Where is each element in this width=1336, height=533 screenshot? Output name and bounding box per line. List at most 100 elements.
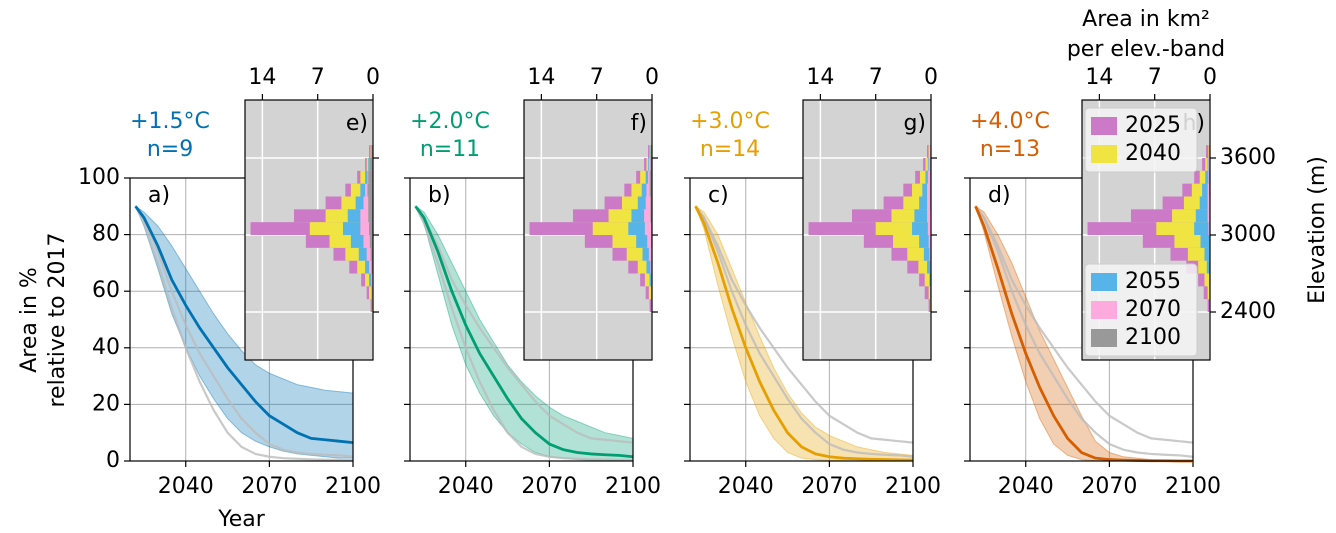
legend-label: 2100 bbox=[1125, 325, 1181, 350]
y-tick-label: 20 bbox=[92, 391, 120, 416]
elevation-bar bbox=[650, 158, 652, 171]
x-tick-label: 2040 bbox=[718, 474, 774, 499]
inset-panel-label: e) bbox=[346, 111, 368, 136]
inset-frame bbox=[523, 99, 653, 361]
elevation-bar bbox=[368, 196, 373, 210]
y-axis-label: relative to 2017 bbox=[45, 232, 70, 407]
elevation-bar bbox=[371, 260, 373, 274]
x-tick-label: 2100 bbox=[885, 474, 941, 499]
comparison-line bbox=[694, 205, 914, 444]
y-axis-label: Area in % bbox=[17, 267, 42, 373]
inset-x-tick-label: 7 bbox=[1148, 65, 1162, 90]
elevation-bar bbox=[1199, 196, 1210, 210]
median-line bbox=[694, 205, 914, 462]
elevation-bar bbox=[927, 222, 931, 236]
elevation-bar bbox=[1198, 273, 1210, 287]
elevation-bar bbox=[1206, 145, 1210, 159]
elevation-bar bbox=[927, 170, 931, 184]
elevation-bar bbox=[1204, 247, 1210, 261]
legend-label: 2055 bbox=[1125, 269, 1181, 294]
inset-x-tick-label: 0 bbox=[924, 65, 938, 90]
elevation-bar bbox=[646, 183, 652, 197]
comparison-line bbox=[694, 205, 914, 458]
elevation-bar bbox=[1198, 260, 1210, 274]
comparison-line bbox=[134, 205, 354, 462]
elevation-bar bbox=[929, 273, 931, 287]
elevation-bar bbox=[928, 145, 931, 159]
elevation-bar bbox=[924, 273, 931, 287]
elevation-bar bbox=[914, 209, 931, 223]
y-tick-label: 0 bbox=[106, 448, 120, 473]
comparison-line bbox=[414, 205, 634, 444]
y-tick-label: 40 bbox=[92, 335, 120, 360]
elevation-bar bbox=[648, 286, 652, 300]
elevation-bar bbox=[1195, 209, 1210, 223]
panel-title: +2.0°C bbox=[410, 109, 490, 134]
x-tick-label: 2100 bbox=[325, 474, 381, 499]
elevation-bar bbox=[923, 247, 931, 261]
elevation-bar bbox=[366, 247, 373, 261]
legend-label: 2070 bbox=[1125, 297, 1181, 322]
elevation-bar bbox=[650, 145, 652, 159]
elevation-bar bbox=[1207, 196, 1210, 210]
elevation-bar bbox=[649, 170, 652, 184]
elevation-bar bbox=[927, 209, 931, 223]
y-tick-label: 100 bbox=[78, 165, 120, 190]
x-tick-label: 2040 bbox=[998, 474, 1054, 499]
elevation-bar bbox=[927, 183, 931, 197]
elevation-bar bbox=[928, 235, 931, 248]
inset-x-tick-label: 0 bbox=[645, 65, 659, 90]
inset-x-tick-label: 0 bbox=[366, 65, 380, 90]
y-tick-label: 60 bbox=[92, 278, 120, 303]
elevation-bar bbox=[929, 247, 931, 261]
elevation-bar bbox=[922, 183, 931, 197]
elevation-bar bbox=[919, 196, 931, 210]
inset-x-tick-label: 7 bbox=[311, 65, 325, 90]
panel-subtitle: n=13 bbox=[980, 137, 1040, 162]
elevation-bar bbox=[363, 235, 373, 248]
panel-subtitle: n=11 bbox=[420, 137, 480, 162]
comparison-line bbox=[134, 205, 354, 458]
elevation-bar bbox=[370, 247, 373, 261]
legend-swatch bbox=[1091, 301, 1117, 319]
panel-title: +4.0°C bbox=[970, 109, 1050, 134]
elevation-bar bbox=[650, 196, 652, 210]
x-tick-label: 2070 bbox=[801, 474, 857, 499]
x-tick-label: 2040 bbox=[438, 474, 494, 499]
x-tick-label: 2040 bbox=[158, 474, 214, 499]
panel-title: +1.5°C bbox=[130, 109, 210, 134]
x-tick-label: 2070 bbox=[521, 474, 577, 499]
elevation-bar bbox=[369, 158, 373, 171]
x-axis-label: Year bbox=[217, 507, 266, 532]
elevation-bar bbox=[927, 260, 931, 274]
elevation-bar bbox=[369, 222, 373, 236]
legend-label: 2040 bbox=[1125, 141, 1181, 166]
inset-y-axis-label: Elevation (m) bbox=[1305, 156, 1330, 304]
inset-frame bbox=[1081, 99, 1211, 361]
elevation-bar bbox=[648, 247, 652, 261]
elevation-bar bbox=[1208, 158, 1210, 171]
elevation-bar bbox=[644, 209, 652, 223]
elevation-bar bbox=[642, 247, 652, 261]
legend-swatch bbox=[1091, 145, 1117, 163]
inset-y-tick-label: 2400 bbox=[1220, 299, 1276, 324]
legend-label: 2025 bbox=[1125, 113, 1181, 138]
elevation-bar bbox=[1207, 299, 1210, 313]
panel-label: c) bbox=[708, 183, 729, 208]
elevation-bar bbox=[1204, 273, 1210, 287]
inset-x-tick-label: 14 bbox=[806, 65, 834, 90]
elevation-bar bbox=[647, 235, 652, 248]
elevation-bar bbox=[370, 299, 373, 313]
inset-x-tick-label: 7 bbox=[869, 65, 883, 90]
y-tick-label: 80 bbox=[92, 222, 120, 247]
panel-subtitle: n=14 bbox=[700, 137, 760, 162]
elevation-bar bbox=[369, 235, 373, 248]
inset-panel-label: f) bbox=[631, 111, 647, 136]
comparison-line bbox=[414, 205, 634, 462]
elevation-bar bbox=[1200, 235, 1210, 248]
panel-label: d) bbox=[988, 183, 1011, 208]
elevation-bar bbox=[369, 286, 373, 300]
elevation-bar bbox=[1203, 286, 1210, 300]
elevation-bar bbox=[912, 222, 931, 236]
